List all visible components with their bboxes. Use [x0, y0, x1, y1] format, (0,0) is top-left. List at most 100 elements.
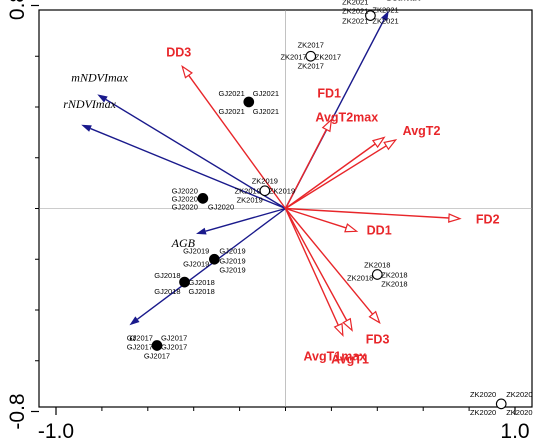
sample-label-gj2017: GJ2017 — [127, 334, 153, 343]
sample-label-zk2020: ZK2020 — [470, 408, 496, 417]
sample-point-zk2019 — [259, 185, 271, 197]
x-tick-label-min: -1.0 — [38, 420, 74, 443]
sample-label-zk2020: ZK2020 — [506, 408, 532, 417]
sample-label-zk2019: ZK2019 — [237, 196, 263, 205]
sample-label-zk2021: ZK2021 — [372, 6, 398, 15]
sample-label-zk2017: ZK2017 — [298, 40, 324, 49]
vector-avgt2 — [285, 145, 387, 210]
vector-label-fd3: FD3 — [366, 333, 390, 347]
vector-label-fd2: FD2 — [476, 213, 500, 227]
sample-label-zk2017: ZK2017 — [315, 52, 341, 61]
sample-label-zk2017: ZK2017 — [280, 52, 306, 61]
sample-label-gj2020: GJ2020 — [208, 202, 234, 211]
sample-label-zk2020: ZK2020 — [470, 390, 496, 399]
sample-label-gj2019: GJ2019 — [219, 256, 245, 265]
vector-label-fd1: FD1 — [317, 87, 341, 101]
sample-label-zk2021: ZK2021 — [342, 7, 368, 16]
sample-label-zk2019: ZK2019 — [235, 187, 261, 196]
sample-label-zk2018: ZK2018 — [381, 270, 407, 279]
vector-dd3 — [188, 74, 287, 209]
sample-label-gj2021: GJ2021 — [253, 107, 279, 116]
sample-label-gj2021: GJ2021 — [218, 107, 244, 116]
vector-head-fd1 — [321, 118, 333, 133]
sample-point-gj2019 — [209, 253, 220, 265]
sample-point-zk2017 — [305, 50, 317, 62]
vector-label-: α — [129, 330, 136, 344]
vector-head-grmax — [381, 10, 389, 22]
y-tick-label-max: 0.8 — [6, 0, 29, 20]
vector-label-avgt1max: AvgT1max — [303, 349, 366, 363]
vector-mndvimax — [105, 98, 286, 210]
vector-head- — [129, 316, 140, 326]
sample-label-gj2020: GJ2020 — [172, 194, 198, 203]
sample-label-gj2018: GJ2018 — [154, 271, 180, 280]
vector-head-avgt1 — [342, 317, 353, 332]
sample-label-gj2017: GJ2017 — [161, 334, 187, 343]
vector-head-fd2 — [448, 213, 462, 223]
sample-label-gj2017: GJ2017 — [144, 352, 170, 361]
sample-label-zk2018: ZK2018 — [347, 273, 373, 282]
y-tick-label-min: -0.8 — [6, 393, 29, 429]
vector-head-mndvimax — [97, 94, 108, 103]
sample-point-gj2020 — [197, 193, 209, 204]
sample-point-gj2017 — [151, 340, 163, 351]
sample-point-zk2021 — [365, 10, 376, 21]
vector-label-dd3: DD3 — [166, 45, 191, 59]
vector-avgt1 — [284, 208, 348, 321]
vector-fd2 — [285, 207, 449, 219]
sample-label-gj2019: GJ2019 — [219, 246, 245, 255]
vector-avgt2max — [285, 143, 376, 210]
vector-head-dd3 — [181, 64, 193, 79]
vector-dd1 — [285, 207, 347, 229]
sample-label-zk2017: ZK2017 — [298, 61, 324, 70]
vector-fd1 — [284, 129, 327, 209]
vector-label-dd1: DD1 — [367, 223, 392, 237]
sample-label-gj2021: GJ2021 — [253, 89, 279, 98]
vector-label-mndvimax: mNDVImax — [71, 70, 128, 84]
vector-agb — [205, 207, 286, 232]
vector-label-rndvimax: rNDVImax — [63, 97, 116, 111]
environmental-vectors: DD3 FD1 AvgT2max AvgT2 FD2 DD1 FD3AvgT1maxAvgT… — [166, 45, 499, 366]
vector-label-grmax: GRmax — [385, 0, 422, 4]
vector-label-avgt2max: AvgT2max — [315, 110, 378, 124]
sample-label-gj2017: GJ2017 — [127, 343, 153, 352]
sample-point-gj2018 — [179, 276, 190, 288]
vector-rndvimax — [90, 127, 286, 210]
axis-ticks: -1.0 1.0 0.8 -0.8 — [6, 0, 530, 443]
sample-label-gj2019: GJ2019 — [219, 265, 245, 274]
sample-label-gj2018: GJ2018 — [189, 278, 215, 287]
vector-head-fd3 — [368, 310, 381, 325]
vector-head-rndvimax — [81, 124, 92, 132]
sample-label-zk2021: ZK2021 — [342, 17, 368, 26]
vector-avgt1max — [284, 208, 339, 326]
sample-label-zk2020: ZK2020 — [506, 390, 532, 399]
sample-label-gj2021: GJ2021 — [218, 89, 244, 98]
sample-point-gj2021 — [243, 96, 255, 108]
vector- — [137, 207, 286, 320]
sample-label-zk2019: ZK2019 — [269, 187, 295, 196]
vector-fd3 — [284, 208, 374, 315]
vector-label-agb: AGB — [171, 236, 196, 250]
response-vectors: GRmax mNDVImax rNDVImax AGB α — [63, 0, 421, 344]
sample-label-zk2019: ZK2019 — [252, 177, 278, 186]
vector-head-dd1 — [344, 223, 359, 233]
sample-label-gj2019: GJ2019 — [183, 259, 209, 268]
sample-point-zk2018 — [371, 269, 383, 280]
sample-label-gj2020: GJ2020 — [172, 186, 198, 195]
sample-label-gj2018: GJ2018 — [189, 287, 215, 296]
sample-point-zk2020 — [495, 398, 507, 410]
vector-head-agb — [195, 227, 207, 235]
vector-label-avgt2: AvgT2 — [403, 124, 441, 138]
sample-label-zk2018: ZK2018 — [364, 260, 390, 269]
sample-label-zk2018: ZK2018 — [381, 279, 407, 288]
sample-label-zk2021: ZK2021 — [342, 0, 368, 7]
vector-label-avgt1: AvgT1 — [331, 352, 369, 366]
sample-label-gj2017: GJ2017 — [161, 343, 187, 352]
vector-head-avgt2max — [371, 136, 386, 149]
sample-label-gj2019: GJ2019 — [183, 246, 209, 255]
x-tick-label-max: 1.0 — [500, 420, 529, 443]
vector-head-avgt1max — [333, 322, 344, 337]
sample-label-gj2018: GJ2018 — [154, 287, 180, 296]
